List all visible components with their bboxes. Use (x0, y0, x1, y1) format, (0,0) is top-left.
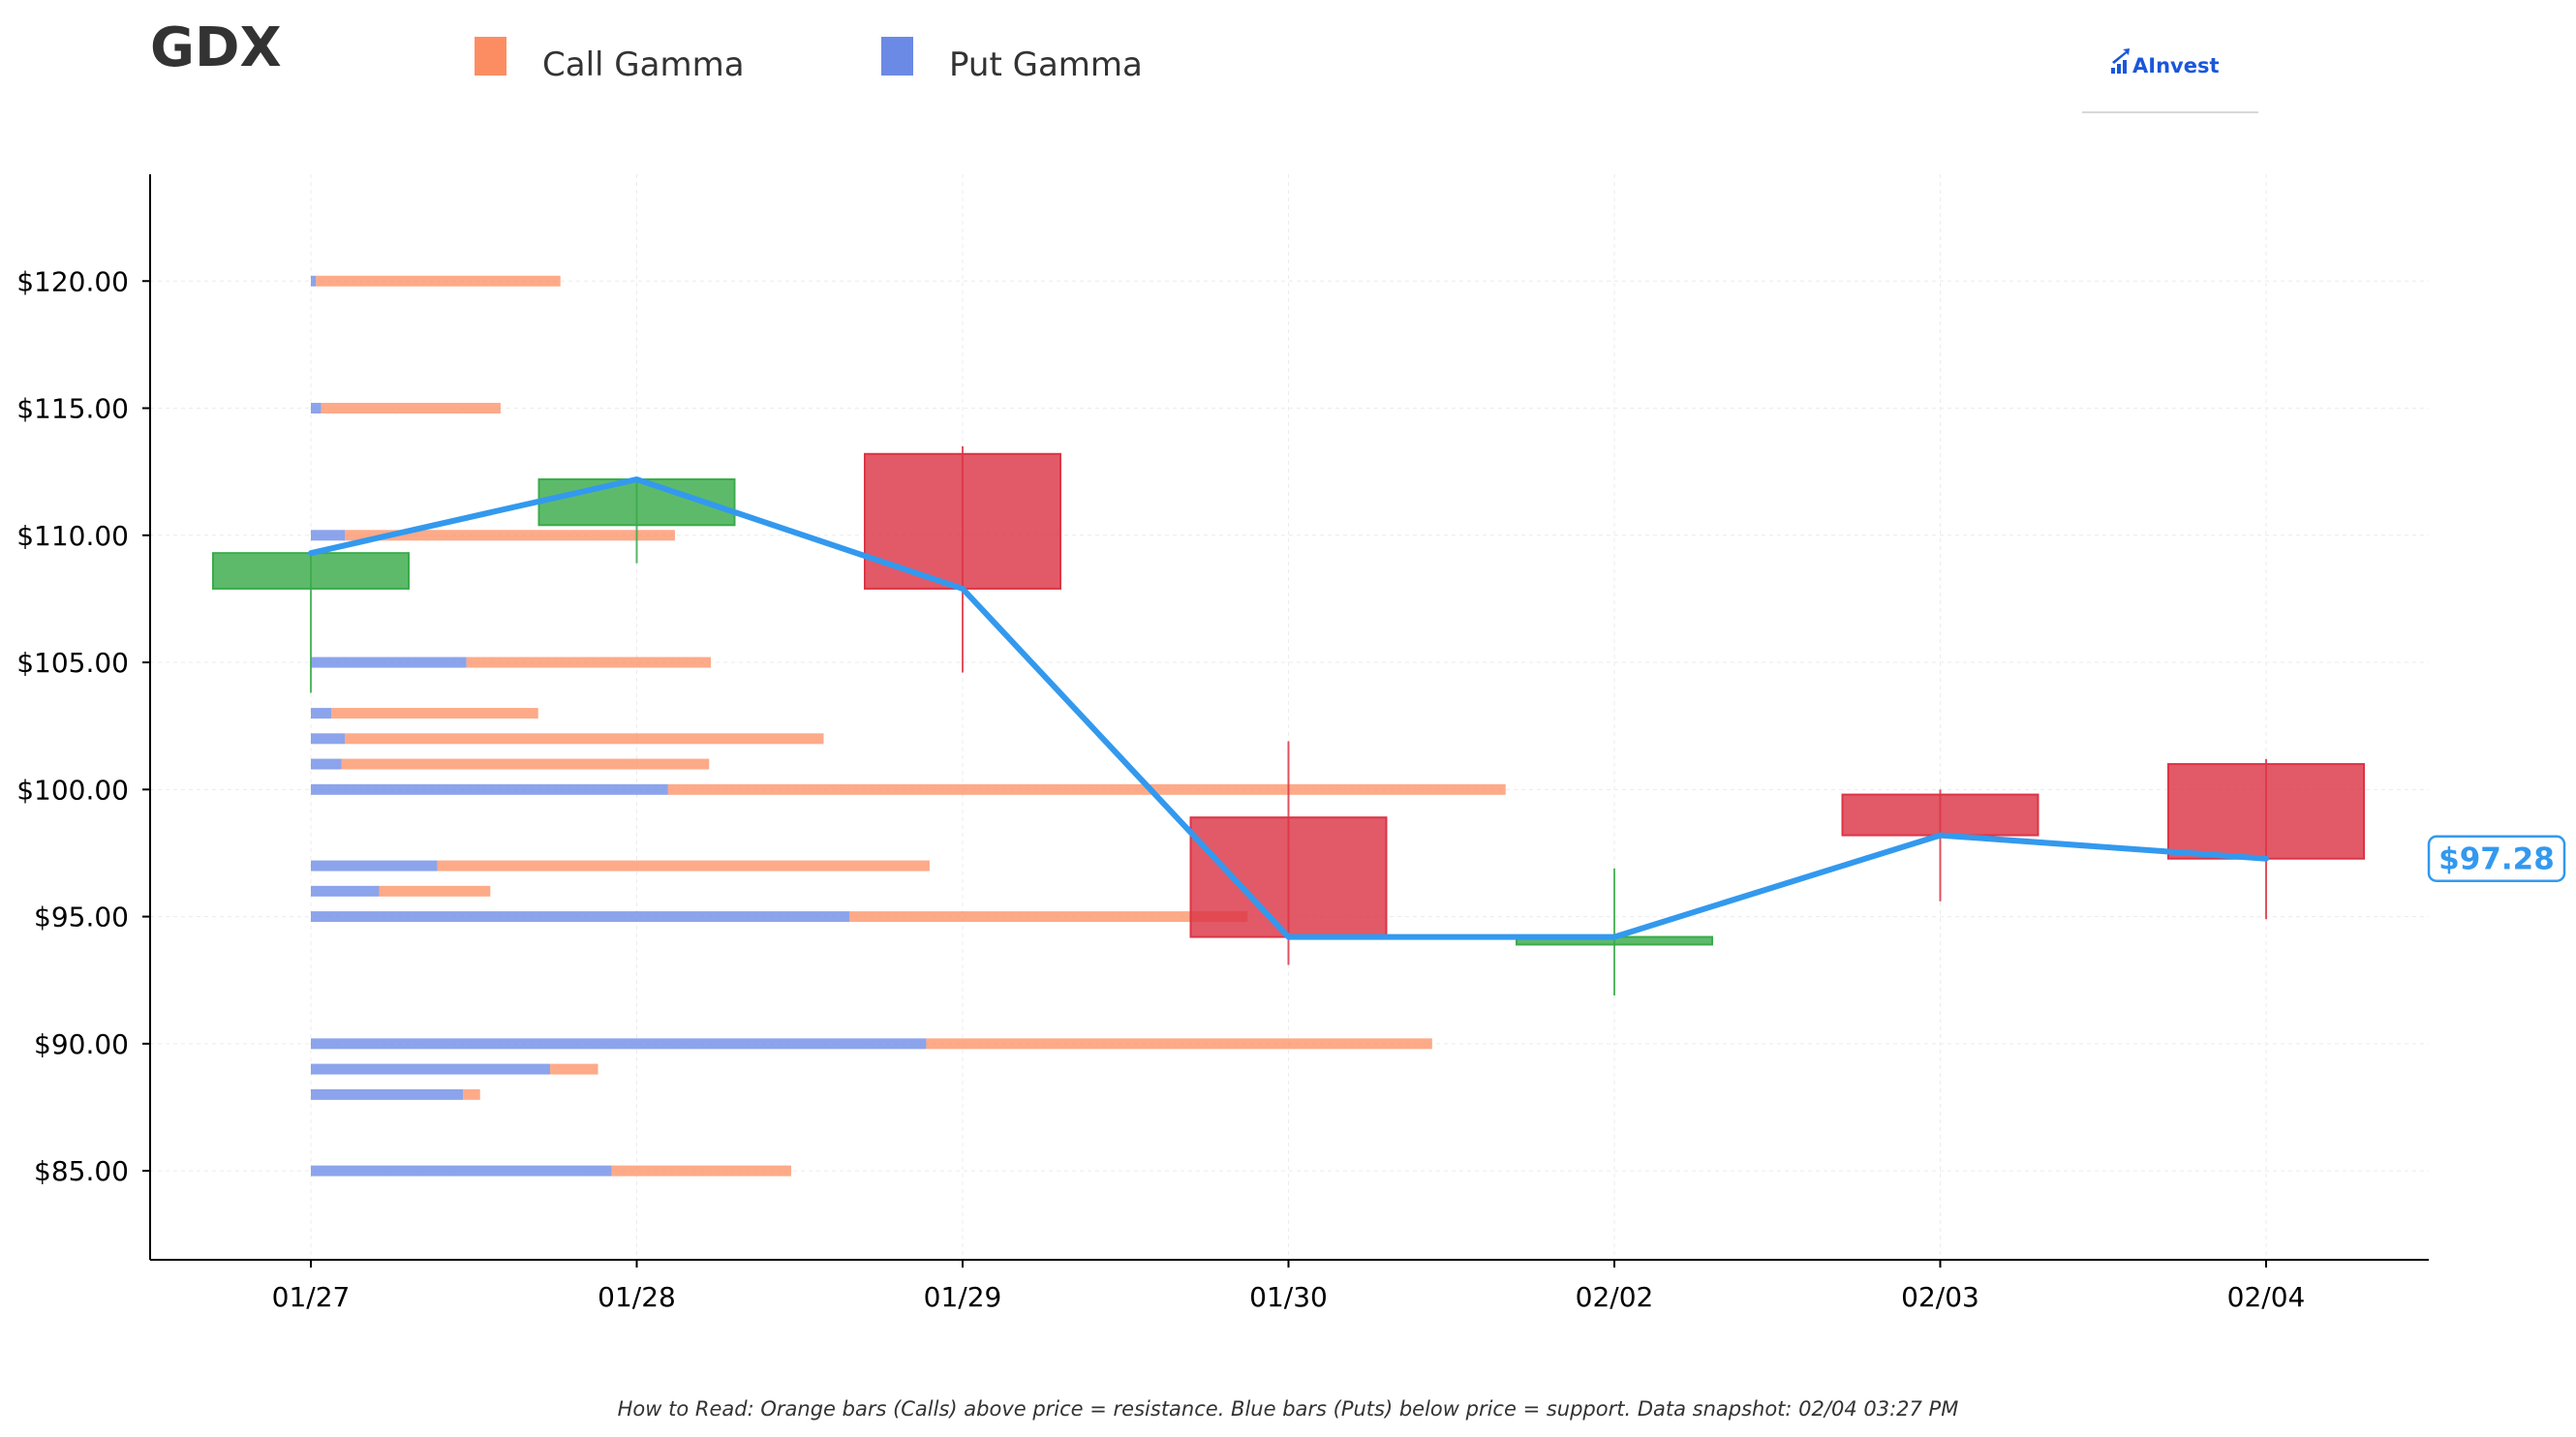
put-gamma-bar (311, 885, 380, 897)
put-gamma-bar (311, 783, 668, 795)
put-gamma-bar (311, 403, 322, 414)
y-tick-label: $115.00 (16, 393, 129, 425)
y-tick-label: $100.00 (16, 774, 129, 806)
put-gamma-bar (311, 1165, 612, 1177)
x-tick-label: 02/02 (1576, 1281, 1654, 1313)
call-gamma-legend-label: Call Gamma (542, 46, 745, 84)
current-price-badge: $97.28 (2427, 835, 2566, 882)
put-gamma-bar (311, 1038, 927, 1050)
candle-body (1189, 816, 1388, 938)
call-gamma-bar (611, 1165, 791, 1177)
put-gamma-bar (311, 911, 849, 923)
call-gamma-bar (345, 733, 824, 745)
put-gamma-bar (311, 1088, 464, 1100)
y-tick-label: $105.00 (16, 647, 129, 679)
call-gamma-bar (926, 1038, 1432, 1050)
x-tick-label: 02/04 (2227, 1281, 2306, 1313)
put-gamma-legend-swatch (881, 37, 913, 76)
call-gamma-bar (316, 275, 561, 287)
x-tick-label: 02/03 (1901, 1281, 1979, 1313)
call-gamma-bar (463, 1088, 480, 1100)
y-tick-label: $120.00 (16, 265, 129, 297)
how-to-read-footnote: How to Read: Orange bars (Calls) above p… (618, 1397, 1959, 1421)
put-gamma-bar (311, 733, 346, 745)
y-tick-label: $110.00 (16, 520, 129, 552)
call-gamma-bar (379, 885, 491, 897)
put-gamma-bar (311, 275, 317, 287)
put-gamma-bar (311, 758, 342, 770)
ainvest-logo-text: AInvest (2132, 54, 2220, 77)
chart-title: GDX (150, 16, 282, 79)
x-axis-ticks: 01/27 01/28 01/29 01/30 02/02 02/03 02/04 (272, 1260, 2306, 1313)
call-gamma-bar (331, 708, 538, 719)
y-tick-label: $85.00 (34, 1155, 129, 1187)
call-gamma-bar (321, 403, 501, 414)
call-gamma-bar (466, 657, 712, 668)
ainvest-chart-icon (2111, 48, 2130, 74)
call-gamma-bar (345, 530, 675, 541)
call-gamma-bar (550, 1063, 598, 1075)
x-tick-label: 01/29 (924, 1281, 1002, 1313)
x-tick-label: 01/30 (1249, 1281, 1328, 1313)
call-gamma-bar (437, 860, 930, 871)
x-tick-label: 01/27 (272, 1281, 351, 1313)
current-price-badge-box (2427, 835, 2566, 882)
candle-body (212, 552, 410, 590)
candle-body (2167, 763, 2365, 860)
gamma-bars (311, 275, 1506, 1177)
ainvest-logo: AInvest (2082, 48, 2258, 113)
put-gamma-bar (311, 708, 332, 719)
y-tick-label: $90.00 (34, 1028, 129, 1060)
call-gamma-legend-swatch (475, 37, 506, 76)
call-gamma-bar (341, 758, 710, 770)
x-tick-label: 01/28 (598, 1281, 676, 1313)
call-gamma-bar (667, 783, 1506, 795)
put-gamma-bar (311, 657, 467, 668)
y-tick-label: $95.00 (34, 902, 129, 933)
put-gamma-bar (311, 860, 438, 871)
y-axis-ticks: $85.00 $90.00 $95.00 $100.00 $105.00 $110.00 $… (16, 265, 150, 1187)
current-price-label: $97.28 (2438, 842, 2555, 877)
close-price-line (308, 476, 2269, 940)
call-gamma-bar (848, 911, 1248, 923)
put-gamma-bar (311, 530, 346, 541)
put-gamma-legend-label: Put Gamma (949, 46, 1143, 84)
put-gamma-bar (311, 1063, 551, 1075)
candle-body (1841, 793, 2039, 837)
